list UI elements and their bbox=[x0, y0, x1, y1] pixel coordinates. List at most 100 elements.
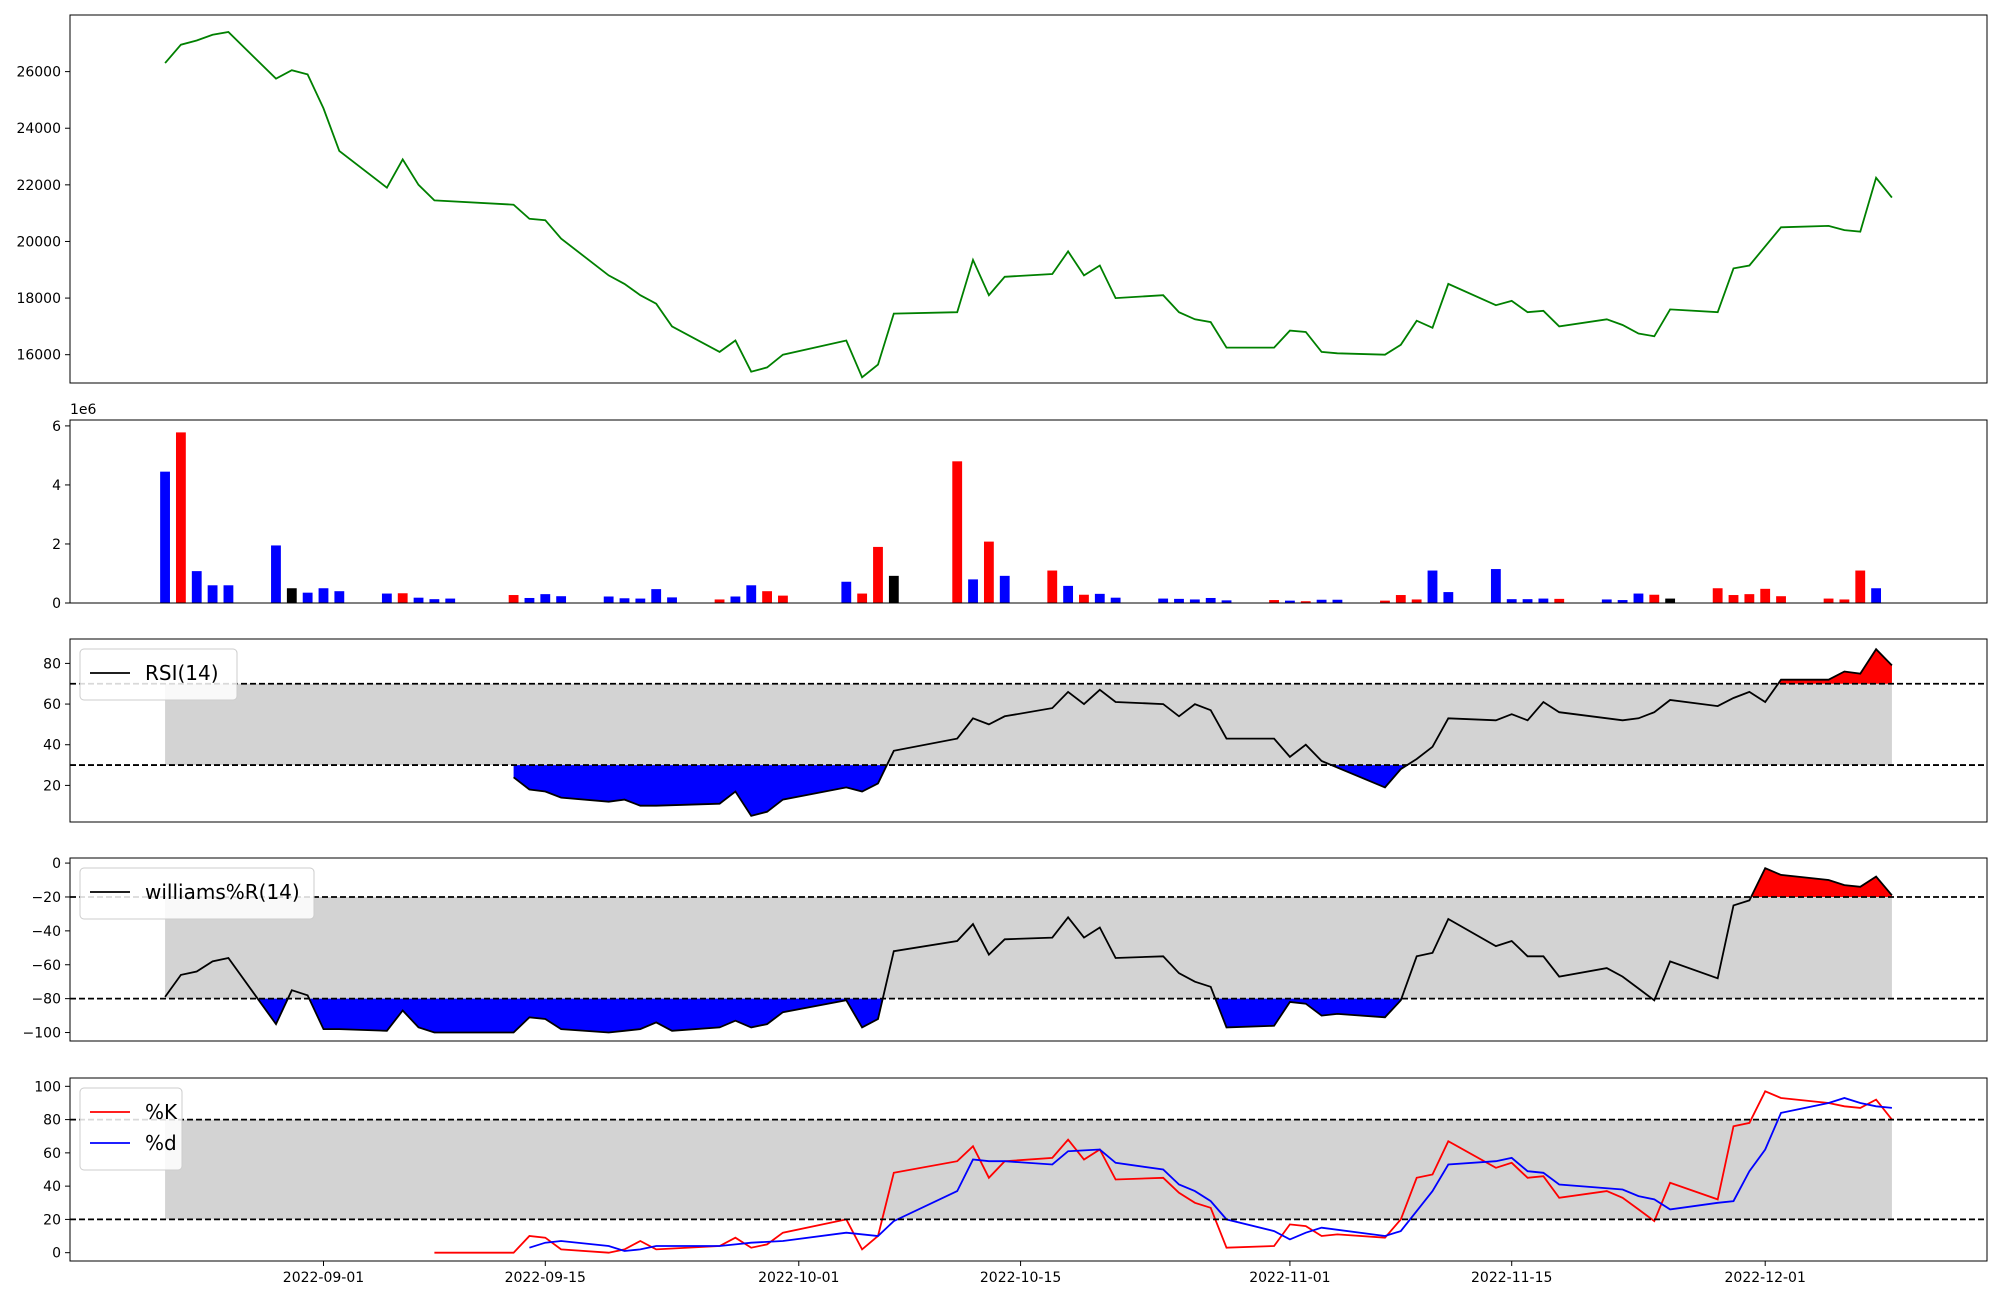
y-tick-label: 40 bbox=[43, 1179, 61, 1195]
legend-label: %K bbox=[145, 1100, 178, 1124]
volume-bar bbox=[1554, 598, 1565, 603]
volume-bar bbox=[286, 588, 297, 603]
y-tick-label: 4 bbox=[52, 478, 61, 494]
x-tick-label: 2022-10-01 bbox=[758, 1270, 839, 1286]
volume-bar bbox=[1633, 593, 1644, 603]
volume-bar bbox=[540, 594, 551, 603]
plot-area bbox=[70, 1090, 1987, 1254]
legend-box bbox=[79, 1087, 183, 1171]
volume-bar bbox=[1823, 598, 1834, 603]
volume-bar bbox=[1332, 599, 1343, 603]
volume-bar bbox=[841, 581, 852, 603]
volume-bar bbox=[271, 545, 281, 603]
y-tick-label: 18000 bbox=[16, 291, 61, 307]
volume-bar bbox=[1158, 598, 1169, 603]
y-tick-label: 80 bbox=[43, 656, 61, 672]
oversold-fill bbox=[513, 765, 887, 816]
volume-bar bbox=[714, 599, 725, 603]
volume-bar bbox=[160, 471, 170, 603]
y-tick-label: 20000 bbox=[16, 234, 61, 250]
panel-1: 16000 18000 20000 22000 24000 26000 bbox=[16, 14, 1988, 384]
volume-bar bbox=[1522, 599, 1533, 603]
volume-bar bbox=[603, 596, 614, 603]
y-tick-label: −80 bbox=[31, 992, 61, 1008]
volume-bar bbox=[1110, 597, 1121, 603]
panel-3: 20 40 60 80 RSI(14) bbox=[43, 638, 1988, 823]
x-tick-label: 2022-10-15 bbox=[980, 1270, 1061, 1286]
volume-bar bbox=[1649, 594, 1660, 603]
legend: williams%R(14) bbox=[79, 867, 315, 920]
neutral-band bbox=[165, 683, 1892, 766]
overbought-fill bbox=[1778, 649, 1892, 684]
volume-bar bbox=[746, 585, 757, 603]
y-tick-label: −40 bbox=[31, 924, 61, 940]
volume-bar bbox=[1411, 599, 1422, 603]
legend-box bbox=[79, 648, 238, 701]
volume-bar bbox=[968, 579, 978, 603]
volume-bar bbox=[1269, 600, 1279, 603]
oversold-fill bbox=[1331, 765, 1408, 788]
y-tick-label: 60 bbox=[43, 697, 61, 713]
volume-bar bbox=[651, 589, 662, 603]
volume-bar bbox=[1776, 596, 1786, 603]
volume-bar bbox=[1601, 599, 1612, 603]
volume-bar bbox=[207, 585, 218, 603]
volume-bar bbox=[1617, 600, 1628, 603]
series-line-rsi-14- bbox=[513, 647, 1893, 817]
volume-bar bbox=[223, 585, 234, 603]
y-tick-label: 100 bbox=[34, 1079, 61, 1095]
volume-bar bbox=[1284, 600, 1295, 603]
volume-bar bbox=[334, 591, 345, 603]
axes-frame bbox=[69, 638, 1988, 823]
panel-2: 0 2 4 6 1e6 bbox=[52, 402, 1988, 612]
volume-bar bbox=[1300, 601, 1311, 603]
volume-bar bbox=[1316, 599, 1327, 603]
axes-frame bbox=[69, 419, 1988, 604]
volume-bar bbox=[762, 591, 773, 603]
volume-bar bbox=[1427, 570, 1438, 603]
legend: %K %d bbox=[79, 1087, 183, 1171]
volume-bar bbox=[1665, 598, 1676, 603]
panel-4: −100 −80 −60 −40 −20 0 williams%R(14) bbox=[23, 856, 1988, 1042]
plot-area bbox=[70, 647, 1987, 817]
volume-bar bbox=[778, 595, 788, 603]
volume-bar bbox=[730, 596, 741, 603]
axes-frame bbox=[69, 1077, 1988, 1262]
panel-5: 0 20 40 60 80 100 %K %d 2022-09-01 2022-09-15 2022… bbox=[34, 1077, 1988, 1286]
x-tick-label: 2022-09-15 bbox=[505, 1270, 586, 1286]
volume-bar bbox=[1744, 594, 1755, 603]
y-tick-label: 0 bbox=[52, 1246, 61, 1262]
volume-bar bbox=[191, 571, 202, 603]
plot-area bbox=[70, 867, 1987, 1034]
legend-box bbox=[79, 867, 315, 920]
y-tick-label: −20 bbox=[31, 890, 61, 906]
neutral-band bbox=[165, 896, 1892, 999]
x-tick-label: 2022-09-01 bbox=[283, 1270, 364, 1286]
volume-bar bbox=[302, 592, 313, 603]
volume-bar bbox=[873, 546, 883, 603]
neutral-band bbox=[165, 1119, 1892, 1220]
oversold-fill bbox=[1215, 998, 1402, 1028]
volume-bar bbox=[619, 598, 630, 603]
y-tick-label: 20 bbox=[43, 778, 61, 794]
y-tick-label: 0 bbox=[52, 856, 61, 872]
volume-bar bbox=[999, 575, 1010, 603]
plot-area bbox=[164, 31, 1893, 379]
volume-bar bbox=[1538, 598, 1549, 603]
y-tick-label: 2 bbox=[52, 537, 61, 553]
volume-bar bbox=[1094, 593, 1105, 603]
volume-bar bbox=[1063, 585, 1074, 603]
volume-bar bbox=[1760, 588, 1771, 603]
x-tick-label: 2022-11-01 bbox=[1249, 1270, 1330, 1286]
volume-bar bbox=[635, 598, 646, 603]
legend-label: RSI(14) bbox=[145, 661, 219, 685]
series-line-williams-r-14- bbox=[164, 867, 1893, 1034]
volume-bar bbox=[1205, 597, 1216, 603]
volume-bar bbox=[1839, 599, 1850, 603]
y-tick-label: 6 bbox=[52, 419, 61, 435]
x-tick-label: 2022-12-01 bbox=[1725, 1270, 1806, 1286]
volume-bar bbox=[1855, 570, 1866, 603]
series-line--d bbox=[529, 1097, 1892, 1252]
volume-bar bbox=[1174, 598, 1184, 603]
volume-bar bbox=[508, 595, 519, 603]
